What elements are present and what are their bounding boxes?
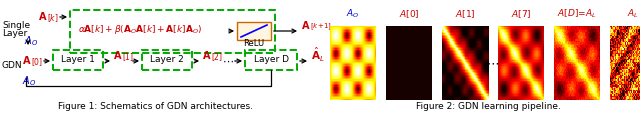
Text: $A[1]$: $A[1]$ — [454, 8, 476, 20]
Bar — [70, 10, 275, 53]
Text: $\mathbf{A}$: $\mathbf{A}$ — [301, 19, 310, 31]
Text: Figure 2: GDN learning pipeline.: Figure 2: GDN learning pipeline. — [415, 102, 561, 111]
Text: $\mathbf{A}$: $\mathbf{A}$ — [22, 54, 31, 66]
Text: $\alpha\mathbf{A}[k]+\beta(\mathbf{A}_O\mathbf{A}[k]+\mathbf{A}[k]\mathbf{A}_O)$: $\alpha\mathbf{A}[k]+\beta(\mathbf{A}_O\… — [78, 23, 202, 36]
Text: $[k]$: $[k]$ — [47, 12, 59, 24]
Text: Figure 1: Schematics of GDN architectures.: Figure 1: Schematics of GDN architecture… — [58, 102, 253, 111]
Text: $A_O$: $A_O$ — [22, 74, 36, 88]
Text: Layer 2: Layer 2 — [150, 55, 184, 65]
Text: $[2]$: $[2]$ — [211, 51, 223, 63]
Text: ReLU: ReLU — [243, 40, 264, 48]
Text: $[k\!+\!1]$: $[k\!+\!1]$ — [310, 22, 332, 32]
Text: $\hat{\mathbf{A}}_L$: $\hat{\mathbf{A}}_L$ — [311, 46, 324, 64]
Text: $A_L$: $A_L$ — [627, 8, 639, 20]
Text: Layer: Layer — [2, 29, 28, 38]
Text: GDN: GDN — [2, 61, 22, 70]
Text: $\cdots$: $\cdots$ — [222, 56, 234, 66]
Text: $A[D]\!=\!A_L$: $A[D]\!=\!A_L$ — [557, 8, 597, 20]
Text: $[0]$: $[0]$ — [31, 56, 43, 68]
Text: $A[7]$: $A[7]$ — [511, 8, 531, 20]
Text: $A[0]$: $A[0]$ — [399, 8, 419, 20]
Text: Layer 1: Layer 1 — [61, 55, 95, 65]
Text: Single: Single — [2, 21, 30, 30]
Text: $\cdots$: $\cdots$ — [486, 57, 500, 70]
Bar — [237, 22, 271, 40]
Text: $\mathbf{A}$: $\mathbf{A}$ — [38, 10, 47, 22]
Text: $\mathbf{A}$: $\mathbf{A}$ — [113, 49, 122, 61]
Bar — [142, 50, 192, 70]
Text: $[1]$: $[1]$ — [122, 51, 134, 63]
Text: $A_O$: $A_O$ — [24, 34, 38, 48]
Text: Layer D: Layer D — [253, 55, 289, 65]
Bar — [53, 50, 103, 70]
Bar — [245, 50, 297, 70]
Text: $\mathbf{A}$: $\mathbf{A}$ — [202, 49, 211, 61]
Text: $A_O$: $A_O$ — [346, 8, 360, 20]
